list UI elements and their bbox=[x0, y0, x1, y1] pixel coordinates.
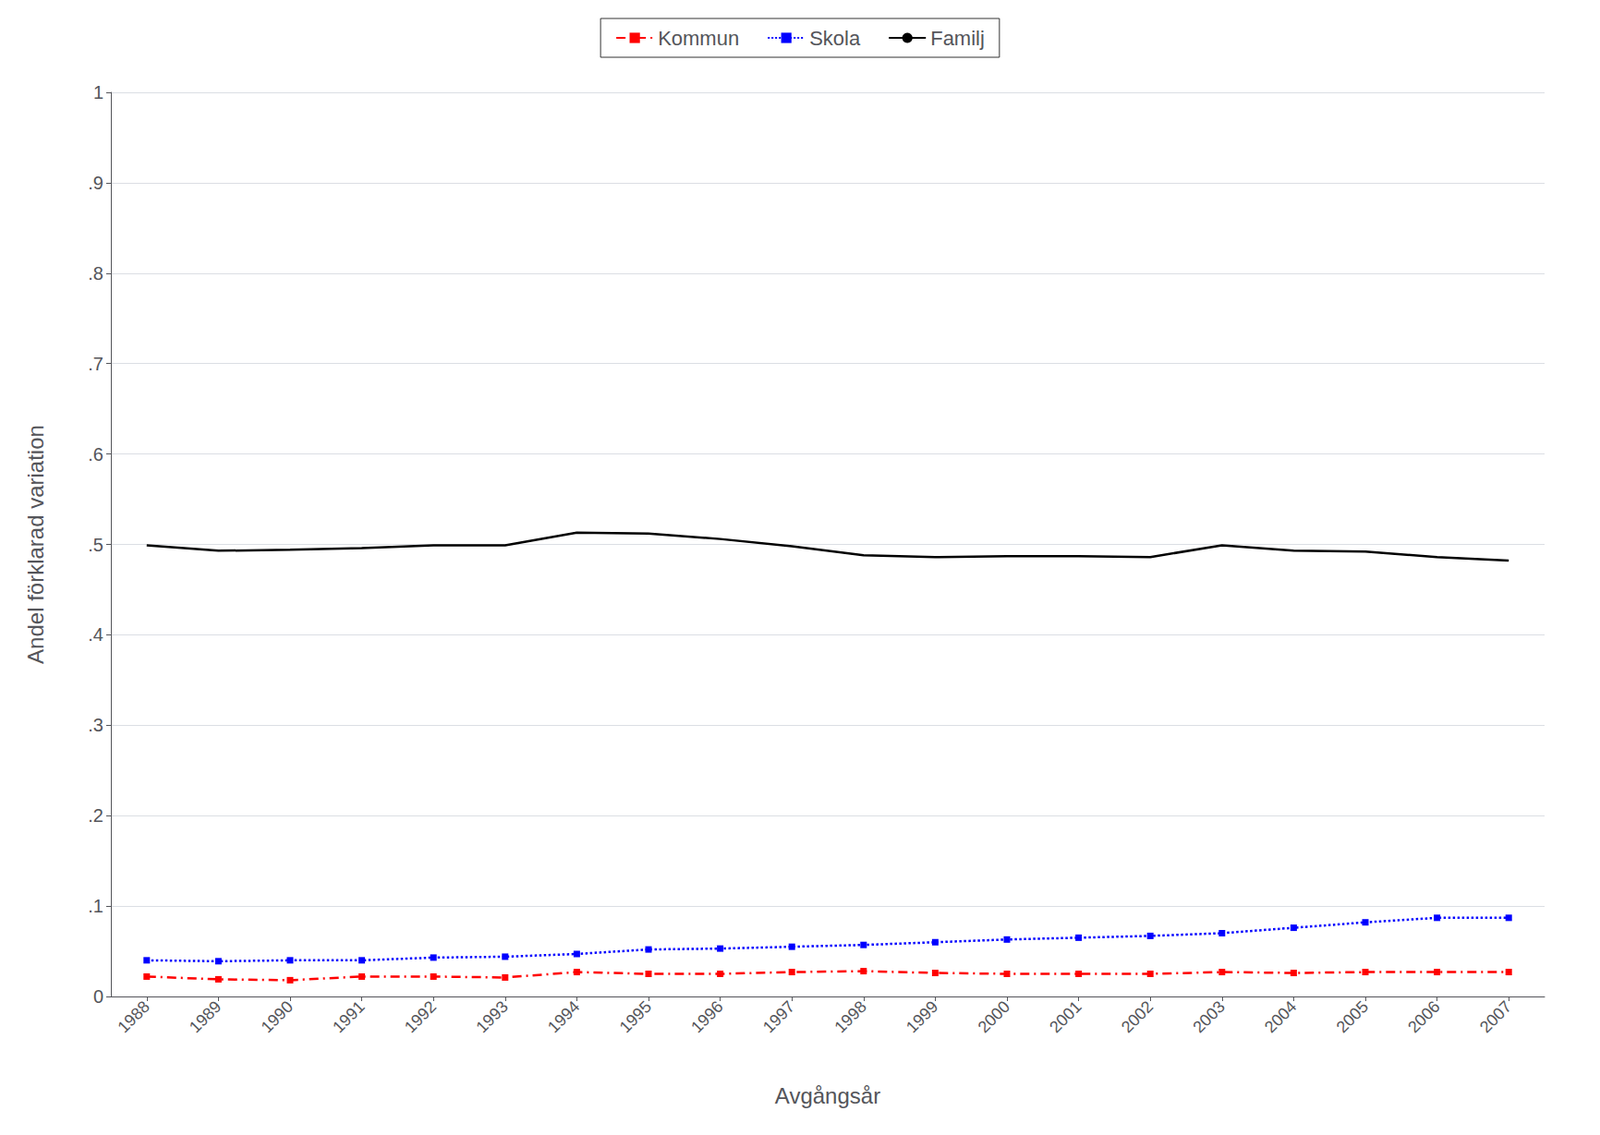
svg-text:2004: 2004 bbox=[1260, 997, 1300, 1037]
svg-text:.2: .2 bbox=[87, 805, 104, 826]
svg-text:1988: 1988 bbox=[113, 997, 153, 1037]
svg-text:.1: .1 bbox=[87, 896, 104, 917]
svg-text:Avgångsår: Avgångsår bbox=[775, 1083, 881, 1109]
svg-text:2001: 2001 bbox=[1045, 997, 1085, 1037]
svg-text:.8: .8 bbox=[87, 263, 104, 284]
svg-text:.9: .9 bbox=[87, 172, 104, 194]
svg-text:1997: 1997 bbox=[759, 997, 799, 1037]
svg-text:0: 0 bbox=[93, 986, 104, 1007]
svg-text:1991: 1991 bbox=[328, 997, 368, 1037]
svg-text:2007: 2007 bbox=[1476, 997, 1516, 1037]
svg-text:2003: 2003 bbox=[1188, 997, 1228, 1037]
svg-text:1990: 1990 bbox=[257, 997, 297, 1037]
svg-text:Skola: Skola bbox=[809, 26, 861, 50]
svg-text:1996: 1996 bbox=[687, 997, 727, 1037]
svg-text:Familj: Familj bbox=[930, 26, 985, 50]
svg-text:.6: .6 bbox=[87, 444, 104, 465]
svg-text:1999: 1999 bbox=[902, 997, 942, 1037]
svg-text:1994: 1994 bbox=[544, 997, 583, 1037]
svg-text:1995: 1995 bbox=[616, 997, 655, 1037]
svg-text:.3: .3 bbox=[87, 715, 104, 736]
svg-text:1998: 1998 bbox=[830, 997, 870, 1037]
svg-text:Andel förklarad variation: Andel förklarad variation bbox=[23, 424, 49, 665]
svg-text:2002: 2002 bbox=[1117, 997, 1157, 1037]
svg-text:1993: 1993 bbox=[472, 997, 511, 1037]
svg-text:2005: 2005 bbox=[1333, 997, 1372, 1037]
svg-text:.4: .4 bbox=[87, 624, 104, 645]
svg-text:1992: 1992 bbox=[400, 997, 440, 1037]
svg-text:2000: 2000 bbox=[974, 997, 1014, 1037]
svg-text:Kommun: Kommun bbox=[657, 26, 740, 50]
svg-text:1: 1 bbox=[93, 82, 104, 103]
svg-text:2006: 2006 bbox=[1404, 997, 1443, 1037]
svg-text:1989: 1989 bbox=[185, 997, 225, 1037]
svg-text:.7: .7 bbox=[87, 353, 104, 375]
svg-text:.5: .5 bbox=[87, 534, 104, 556]
